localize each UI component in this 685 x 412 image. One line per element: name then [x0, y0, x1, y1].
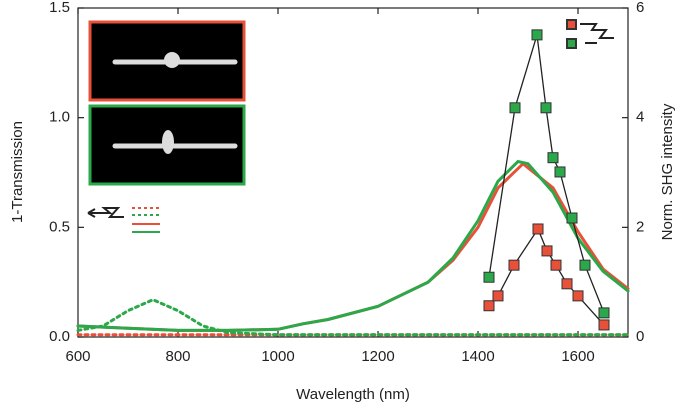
- legend-glyph: [87, 19, 614, 233]
- inset-images: [88, 20, 246, 186]
- y-tick-label: 1.5: [49, 0, 70, 16]
- shg-point: [561, 278, 573, 290]
- shg-point: [541, 245, 553, 257]
- y2-tick-label: 2: [636, 218, 644, 235]
- y-tick-label: 0.0: [49, 328, 70, 345]
- y-tick-label: 1.0: [49, 109, 70, 126]
- y-axis-label: 1-Transmission: [9, 121, 26, 223]
- y2-axis-label: Norm. SHG intensity: [659, 103, 676, 240]
- shg-point: [532, 223, 544, 235]
- y2-tick-label: 0: [636, 328, 644, 345]
- shg-point: [492, 290, 504, 302]
- x-tick-label: 1000: [261, 348, 294, 365]
- y2-tick-label: 6: [636, 0, 644, 16]
- shg-point: [554, 166, 566, 178]
- y2-tick-label: 4: [636, 109, 644, 126]
- spectrum-line: [76, 298, 630, 337]
- shg-point: [540, 102, 552, 114]
- shg-point: [483, 300, 495, 312]
- x-axis-label: Wavelength (nm): [296, 386, 410, 403]
- shg-point: [508, 259, 520, 271]
- shg-point: [550, 259, 562, 271]
- shg-point: [579, 259, 591, 271]
- y-tick-label: 0.5: [49, 218, 70, 235]
- x-tick-label: 600: [65, 348, 90, 365]
- shg-point: [598, 319, 610, 331]
- shg-point: [572, 290, 584, 302]
- x-tick-label: 1600: [561, 348, 594, 365]
- shg-point: [547, 152, 559, 164]
- shg-point: [483, 271, 495, 283]
- shg-point: [566, 212, 578, 224]
- plot-frame: [77, 7, 629, 338]
- x-tick-label: 1400: [461, 348, 494, 365]
- x-tick-label: 1200: [361, 348, 394, 365]
- shg-point: [531, 29, 543, 41]
- x-tick-label: 800: [165, 348, 190, 365]
- shg-point: [598, 307, 610, 319]
- shg-point: [509, 102, 521, 114]
